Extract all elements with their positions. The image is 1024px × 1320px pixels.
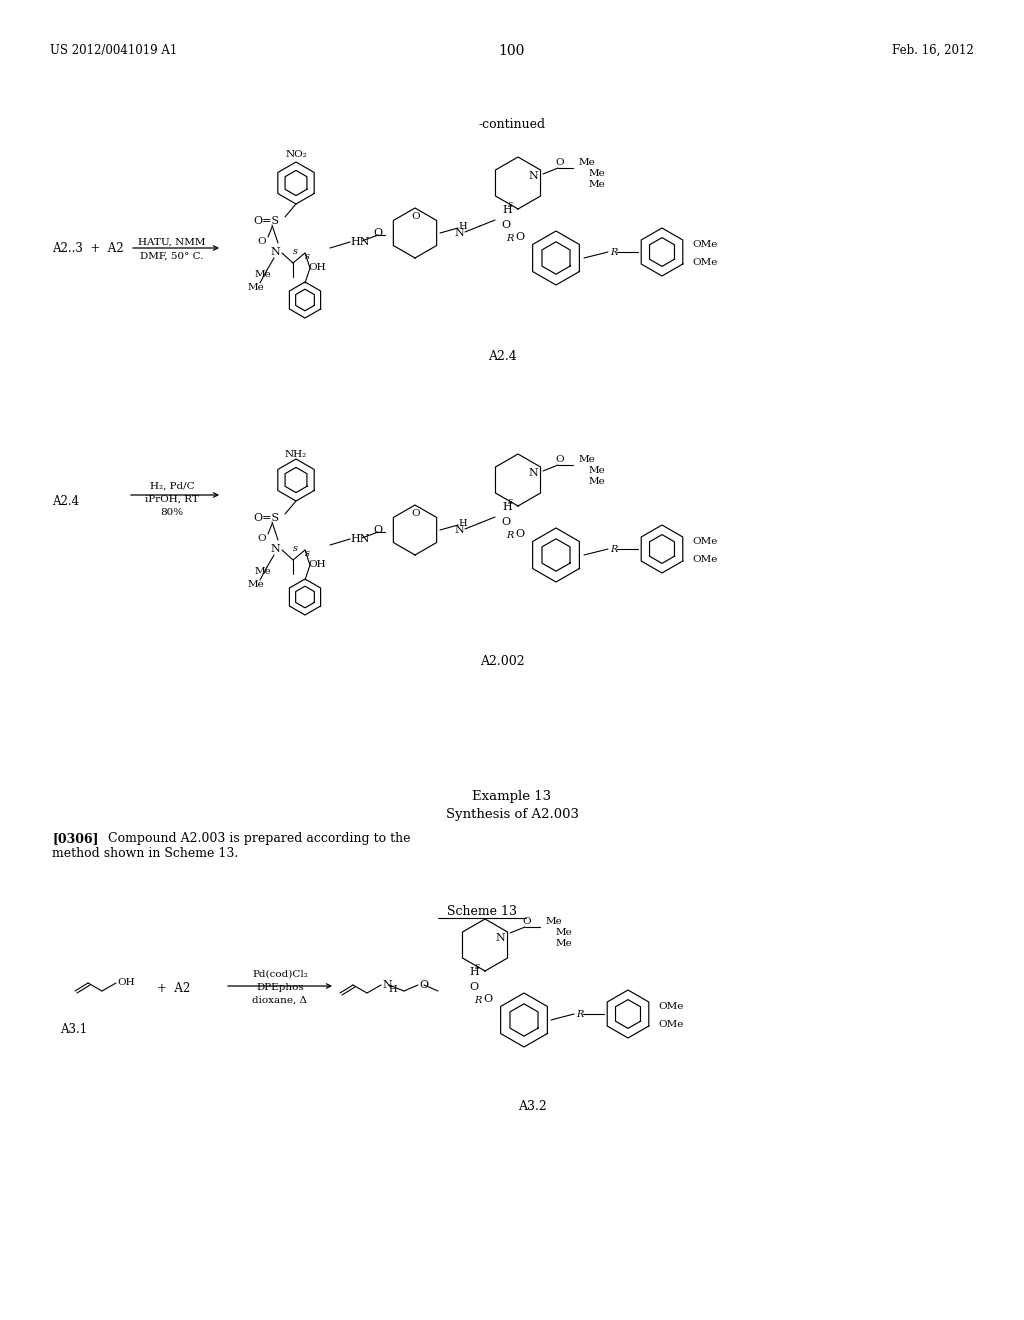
Text: O: O	[515, 232, 524, 242]
Text: Me: Me	[248, 282, 265, 292]
Text: N: N	[454, 525, 464, 535]
Text: OMe: OMe	[658, 1002, 683, 1011]
Text: s: s	[305, 549, 310, 558]
Text: HN: HN	[350, 238, 370, 247]
Text: N: N	[382, 979, 392, 990]
Text: O: O	[469, 982, 478, 993]
Text: Synthesis of A2.003: Synthesis of A2.003	[445, 808, 579, 821]
Text: H: H	[388, 985, 396, 994]
Text: s: s	[305, 252, 310, 261]
Text: H: H	[458, 519, 467, 528]
Text: Me: Me	[556, 928, 572, 937]
Text: O: O	[522, 917, 531, 927]
Text: OH: OH	[117, 978, 134, 987]
Text: A3.2: A3.2	[517, 1100, 547, 1113]
Text: DMF, 50° C.: DMF, 50° C.	[140, 252, 204, 261]
Text: s: s	[508, 201, 513, 209]
Text: R: R	[610, 545, 617, 554]
Text: NH₂: NH₂	[285, 450, 307, 459]
Text: O: O	[412, 213, 420, 220]
Text: O: O	[412, 510, 420, 517]
Text: H: H	[469, 968, 479, 977]
Text: s: s	[293, 247, 298, 256]
Text: HN: HN	[350, 535, 370, 544]
Text: Pd(cod)Cl₂: Pd(cod)Cl₂	[252, 970, 308, 979]
Text: 80%: 80%	[161, 508, 183, 517]
Text: Me: Me	[255, 271, 271, 279]
Text: s: s	[508, 498, 513, 506]
Text: -continued: -continued	[478, 117, 546, 131]
Text: Me: Me	[255, 568, 271, 576]
Text: Me: Me	[579, 158, 596, 168]
Text: O: O	[502, 220, 511, 230]
Text: O=S: O=S	[253, 216, 280, 226]
Text: OH: OH	[308, 263, 326, 272]
Text: Me: Me	[546, 917, 563, 927]
Text: H: H	[458, 222, 467, 231]
Text: Me: Me	[589, 466, 606, 475]
Text: R: R	[507, 234, 514, 243]
Text: OMe: OMe	[658, 1020, 683, 1030]
Text: Me: Me	[589, 169, 606, 178]
Text: Compound A2.003 is prepared according to the: Compound A2.003 is prepared according to…	[100, 832, 411, 845]
Text: dioxane, Δ: dioxane, Δ	[253, 997, 307, 1005]
Text: Feb. 16, 2012: Feb. 16, 2012	[892, 44, 974, 57]
Text: H: H	[502, 205, 512, 215]
Text: A2.002: A2.002	[479, 655, 524, 668]
Text: Scheme 13: Scheme 13	[447, 906, 517, 917]
Text: Me: Me	[589, 477, 606, 486]
Text: s: s	[475, 962, 480, 972]
Text: O: O	[515, 529, 524, 539]
Text: NO₂: NO₂	[285, 150, 307, 158]
Text: A2..3  +  A2: A2..3 + A2	[52, 242, 124, 255]
Text: A2.4: A2.4	[52, 495, 79, 508]
Text: R: R	[610, 248, 617, 257]
Text: R: R	[475, 997, 482, 1005]
Text: N: N	[454, 228, 464, 238]
Text: US 2012/0041019 A1: US 2012/0041019 A1	[50, 44, 177, 57]
Text: Me: Me	[248, 579, 265, 589]
Text: Example 13: Example 13	[472, 789, 552, 803]
Text: O: O	[556, 455, 564, 465]
Text: OMe: OMe	[692, 537, 718, 546]
Text: H: H	[502, 502, 512, 512]
Text: N: N	[528, 469, 538, 478]
Text: O: O	[374, 228, 383, 238]
Text: method shown in Scheme 13.: method shown in Scheme 13.	[52, 847, 239, 861]
Text: H₂, Pd/C: H₂, Pd/C	[150, 482, 195, 491]
Text: [0306]: [0306]	[52, 832, 98, 845]
Text: O: O	[258, 238, 266, 246]
Text: +  A2: + A2	[157, 982, 190, 994]
Text: s: s	[293, 544, 298, 553]
Text: N: N	[528, 172, 538, 181]
Text: A2.4: A2.4	[487, 350, 516, 363]
Text: OH: OH	[308, 560, 326, 569]
Text: iPrOH, RT: iPrOH, RT	[145, 495, 199, 504]
Text: O: O	[502, 517, 511, 527]
Text: R: R	[575, 1010, 584, 1019]
Text: N: N	[270, 544, 280, 554]
Text: Me: Me	[556, 939, 572, 948]
Text: N: N	[496, 933, 505, 942]
Text: O: O	[556, 158, 564, 168]
Text: O: O	[258, 535, 266, 543]
Text: A3.1: A3.1	[60, 1023, 87, 1036]
Text: Me: Me	[589, 180, 606, 189]
Text: 100: 100	[499, 44, 525, 58]
Text: O: O	[483, 994, 493, 1005]
Text: O: O	[419, 979, 428, 990]
Text: OMe: OMe	[692, 257, 718, 267]
Text: OMe: OMe	[692, 240, 718, 249]
Text: R: R	[507, 531, 514, 540]
Text: OMe: OMe	[692, 554, 718, 564]
Text: DPEphos: DPEphos	[256, 983, 304, 993]
Text: Me: Me	[579, 455, 596, 465]
Text: HATU, NMM: HATU, NMM	[138, 238, 206, 247]
Text: N: N	[270, 247, 280, 257]
Text: O: O	[374, 525, 383, 535]
Text: O=S: O=S	[253, 513, 280, 523]
